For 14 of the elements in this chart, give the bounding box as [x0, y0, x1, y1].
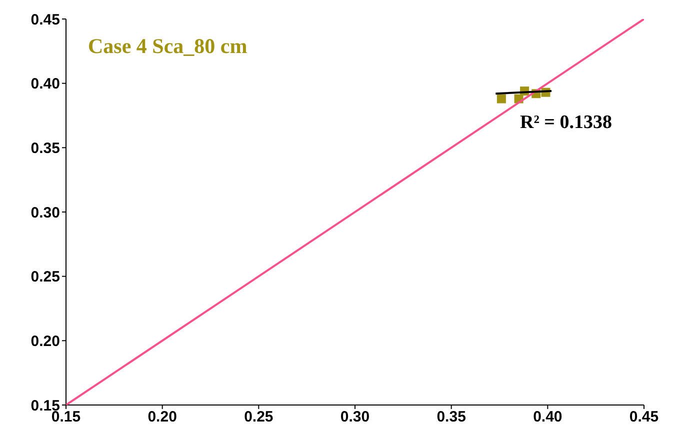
annotation: R² = 0.1338: [520, 112, 612, 134]
x-tick-label: 0.40: [533, 408, 562, 426]
y-tick-label: 0.45: [30, 11, 60, 28]
y-tick-label: 0.30: [30, 204, 60, 222]
y-tick-label: 0.40: [30, 76, 60, 93]
y-tick-label: 0.20: [30, 332, 60, 350]
y-tick-label: 0.35: [30, 140, 60, 157]
y-tick-label: 0.25: [30, 268, 60, 286]
x-tick-label: 0.30: [340, 408, 370, 426]
x-tick-label: 0.35: [436, 408, 466, 426]
x-tick-label: 0.25: [244, 408, 274, 426]
text: Case 4 Sca_80 cm: [88, 34, 248, 59]
x-tick-label: 0.20: [148, 408, 177, 426]
x-tick-label: 0.45: [629, 408, 659, 426]
